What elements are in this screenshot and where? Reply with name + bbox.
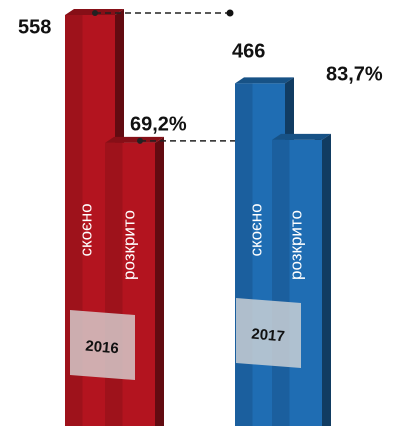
bar-shade (105, 142, 123, 426)
bar-top (105, 136, 164, 143)
bar-side (322, 133, 331, 426)
value-label: 466 (232, 40, 265, 62)
series-label: скоєно (246, 203, 265, 256)
bar-side (155, 136, 164, 426)
value-label: 69,2% (130, 113, 187, 135)
leader-dot (226, 9, 234, 17)
bar-shade (272, 139, 290, 426)
series-label: розкрито (286, 210, 305, 280)
leader-dot (92, 10, 98, 16)
leader-dot (137, 137, 143, 144)
bar-top (272, 133, 331, 140)
year-label: 2017 (251, 326, 286, 346)
year-box (236, 298, 301, 368)
value-label: 83,7% (326, 63, 383, 85)
year-box (70, 310, 135, 380)
bar-top (235, 77, 294, 84)
year-label: 2016 (85, 338, 120, 358)
value-label: 558 (18, 16, 51, 38)
series-label: розкрито (119, 210, 138, 280)
series-label: скоєно (76, 203, 95, 256)
